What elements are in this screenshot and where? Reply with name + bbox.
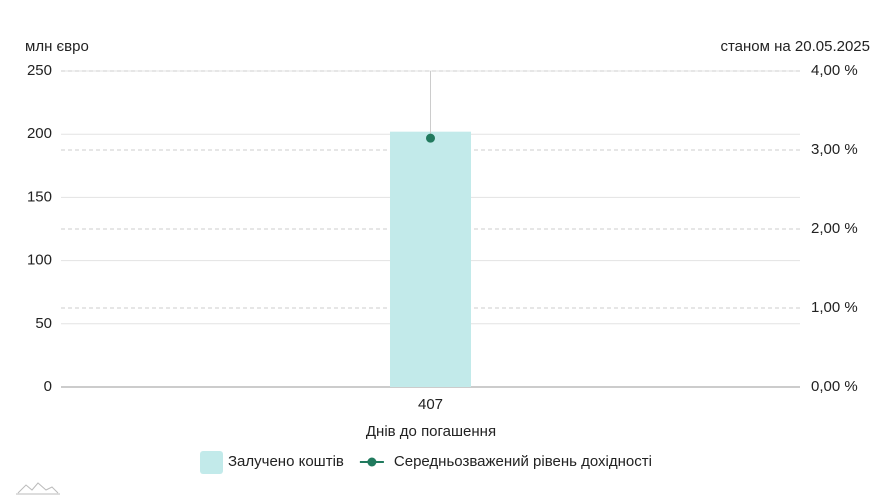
x-axis-label: Днів до погашення <box>366 423 496 440</box>
bar <box>390 131 471 387</box>
y2-tick-label: 4,00 % <box>811 62 858 79</box>
y-unit-label: млн євро <box>25 38 89 55</box>
y2-tick-label: 1,00 % <box>811 299 858 316</box>
x-tick-label: 407 <box>418 396 443 413</box>
y2-tick-label: 3,00 % <box>811 141 858 158</box>
legend-swatch <box>367 457 377 467</box>
y-tick-label: 150 <box>27 188 52 205</box>
legend-swatch <box>200 451 223 474</box>
y-tick-label: 50 <box>35 315 52 332</box>
y-tick-label: 0 <box>44 378 52 395</box>
point <box>426 133 435 143</box>
y2-tick-label: 0,00 % <box>811 378 858 395</box>
y-tick-label: 250 <box>27 62 52 79</box>
y-tick-label: 100 <box>27 252 52 269</box>
annotation: станом на 20.05.2025 <box>720 38 870 55</box>
legend-label: Середньозважений рівень дохідності <box>394 453 652 470</box>
y-tick-label: 200 <box>27 125 52 142</box>
y2-tick-label: 2,00 % <box>811 220 858 237</box>
legend-label: Залучено коштів <box>228 453 344 470</box>
logo <box>16 482 60 495</box>
